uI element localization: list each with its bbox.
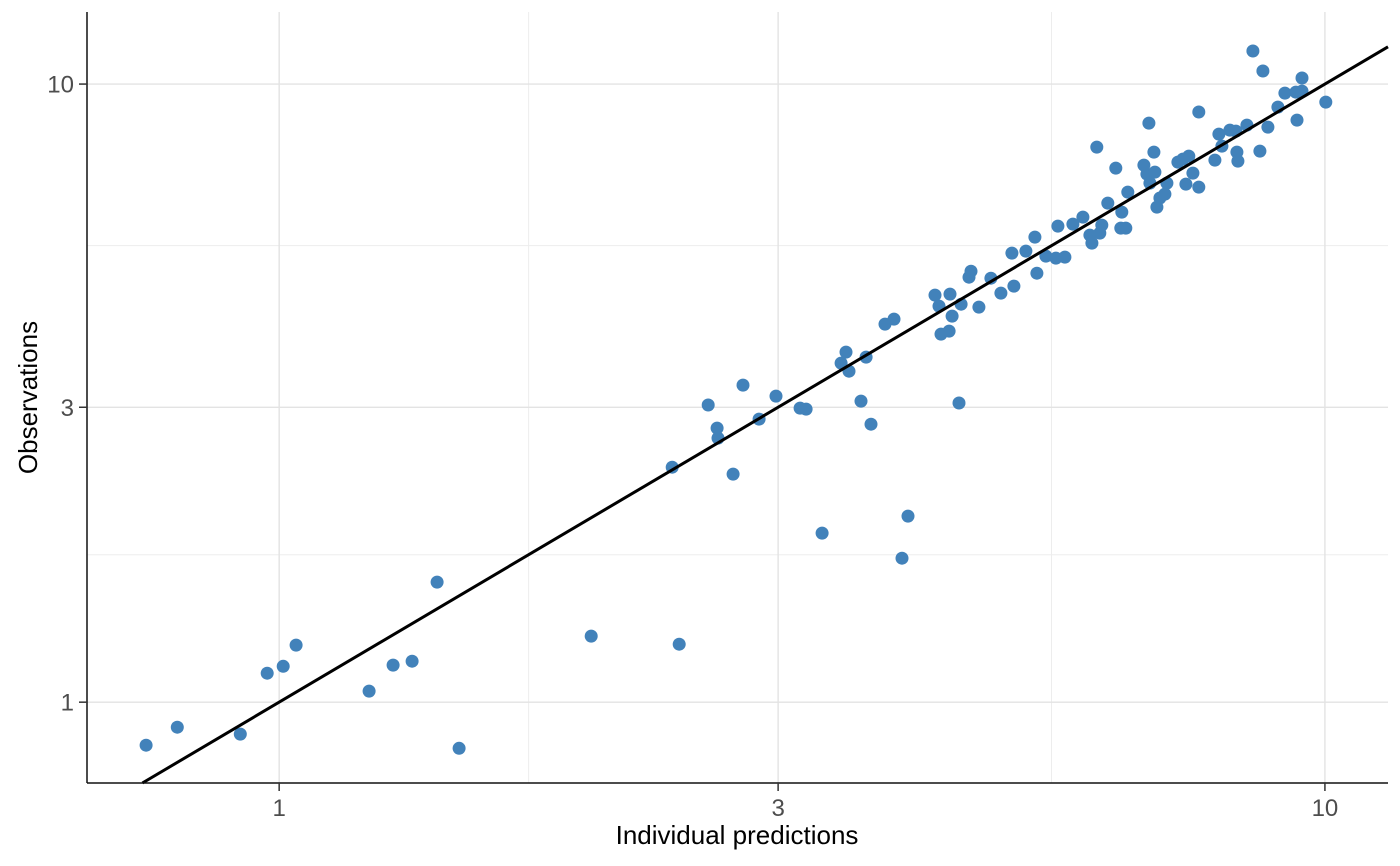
- data-point: [815, 526, 829, 540]
- data-point: [1147, 145, 1161, 159]
- data-point: [1148, 165, 1162, 179]
- x-axis-title: Individual predictions: [616, 820, 859, 850]
- data-point: [901, 509, 915, 523]
- tick-labels-layer: 1 3 10 1 3 10: [47, 72, 1338, 822]
- x-tick-label: 3: [771, 795, 784, 822]
- data-point: [984, 271, 998, 285]
- data-point: [1076, 210, 1090, 224]
- data-point: [1039, 249, 1053, 263]
- data-point: [972, 300, 986, 314]
- data-point: [1253, 144, 1267, 158]
- data-point: [1095, 218, 1109, 232]
- y-tick-label: 3: [61, 395, 74, 422]
- data-point: [1256, 64, 1270, 78]
- data-point: [710, 421, 724, 435]
- data-point: [964, 264, 978, 278]
- data-point: [864, 417, 878, 431]
- identity-line-layer: [141, 45, 1389, 785]
- data-point: [1019, 244, 1033, 258]
- data-point: [276, 659, 290, 673]
- data-point: [386, 658, 400, 672]
- x-tick-label: 1: [272, 795, 285, 822]
- data-point: [139, 738, 153, 752]
- data-point: [1186, 166, 1200, 180]
- data-point: [260, 666, 274, 680]
- data-point: [1290, 113, 1304, 127]
- data-point: [1085, 236, 1099, 250]
- axes-layer: [86, 12, 1388, 784]
- data-point: [170, 720, 184, 734]
- data-point: [405, 654, 419, 668]
- data-point: [1119, 221, 1133, 235]
- data-point: [928, 288, 942, 302]
- data-point: [1109, 161, 1123, 175]
- data-point: [1066, 217, 1080, 231]
- data-point: [952, 396, 966, 410]
- data-point: [1028, 230, 1042, 244]
- y-axis-title: Observations: [13, 321, 43, 474]
- data-point: [1179, 177, 1193, 191]
- data-point: [942, 324, 956, 338]
- data-point: [769, 389, 783, 403]
- data-point: [584, 629, 598, 643]
- data-point: [430, 575, 444, 589]
- data-point: [672, 637, 686, 651]
- data-point: [1246, 44, 1260, 58]
- data-point: [1182, 149, 1196, 163]
- data-point: [233, 727, 247, 741]
- data-point: [895, 551, 909, 565]
- data-point: [1231, 154, 1245, 168]
- data-point: [1101, 196, 1115, 210]
- data-point: [1212, 127, 1226, 141]
- data-point: [1192, 180, 1206, 194]
- identity-line: [141, 45, 1389, 785]
- data-point: [1192, 105, 1206, 119]
- data-point: [701, 398, 715, 412]
- y-tick-label: 1: [61, 690, 74, 717]
- data-point: [799, 402, 813, 416]
- data-point: [1051, 219, 1065, 233]
- data-point: [1115, 205, 1129, 219]
- data-point: [1319, 95, 1333, 109]
- data-point: [839, 345, 853, 359]
- data-point: [726, 467, 740, 481]
- tick-marks-layer: [79, 83, 1326, 791]
- data-point: [1030, 266, 1044, 280]
- data-point: [452, 741, 466, 755]
- data-points-layer: [139, 44, 1333, 755]
- data-point: [362, 684, 376, 698]
- data-point: [943, 287, 957, 301]
- data-point: [1142, 116, 1156, 130]
- data-point: [945, 309, 959, 323]
- data-point: [1295, 71, 1309, 85]
- data-point: [887, 312, 901, 326]
- data-point: [1007, 279, 1021, 293]
- data-point: [1090, 140, 1104, 154]
- data-point: [1261, 120, 1275, 134]
- x-tick-label: 10: [1312, 795, 1339, 822]
- data-point: [736, 378, 750, 392]
- data-point: [834, 356, 848, 370]
- data-point: [1058, 250, 1072, 264]
- data-point: [1005, 246, 1019, 260]
- data-point: [1208, 153, 1222, 167]
- data-point: [1278, 86, 1292, 100]
- data-point: [994, 286, 1008, 300]
- data-point: [1121, 185, 1135, 199]
- data-point: [289, 638, 303, 652]
- data-point: [1158, 187, 1172, 201]
- y-tick-label: 10: [47, 72, 74, 99]
- data-point: [854, 394, 868, 408]
- minor-gridlines: [87, 12, 1388, 783]
